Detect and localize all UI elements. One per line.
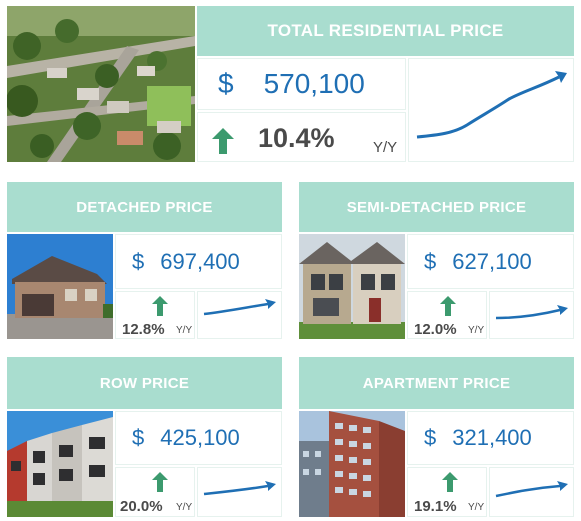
change-label: Y/Y xyxy=(373,139,398,156)
change-percent: 20.0% xyxy=(120,498,163,515)
price-value: 697,400 xyxy=(160,248,240,274)
row-title: ROW PRICE xyxy=(7,357,282,409)
price-value: 321,400 xyxy=(452,425,532,450)
currency-symbol: $ xyxy=(132,425,145,450)
total-card: TOTAL RESIDENTIAL PRICE $ 570,100 10.4% … xyxy=(7,6,574,162)
row-change: 20.0% Y/Y xyxy=(115,467,195,517)
currency-symbol: $ xyxy=(132,248,145,274)
detached-house-photo xyxy=(7,234,113,339)
detached-title: DETACHED PRICE xyxy=(7,182,282,232)
change-label: Y/Y xyxy=(176,502,193,513)
currency-symbol: $ xyxy=(424,248,437,274)
change-label: Y/Y xyxy=(176,325,193,336)
arrow-up-icon xyxy=(152,472,168,492)
semi-price: $ 627,100 xyxy=(407,234,574,289)
change-label: Y/Y xyxy=(468,502,485,513)
apartment-change: 19.1% Y/Y xyxy=(407,467,487,517)
semi-change: 12.0% Y/Y xyxy=(407,291,487,339)
change-percent: 12.8% xyxy=(122,321,165,338)
apartment-price: $ 321,400 xyxy=(407,411,574,465)
row-trend-chart xyxy=(197,467,282,517)
detached-change: 12.8% Y/Y xyxy=(115,291,195,339)
apartment-title: APARTMENT PRICE xyxy=(299,357,574,409)
arrow-up-icon xyxy=(152,296,168,316)
change-percent: 10.4% xyxy=(258,123,335,153)
total-trend-chart xyxy=(408,58,574,162)
semi-title: SEMI-DETACHED PRICE xyxy=(299,182,574,232)
detached-card: DETACHED PRICE $ 697,400 12.8% Y/Y xyxy=(7,182,282,339)
row-price: $ 425,100 xyxy=(115,411,282,465)
row-card: ROW PRICE $ 425,100 20.0% Y/Y xyxy=(7,357,282,517)
apartment-trend-chart xyxy=(489,467,574,517)
currency-symbol: $ xyxy=(424,425,437,450)
change-percent: 12.0% xyxy=(414,321,457,338)
detached-trend-chart xyxy=(197,291,282,339)
row-houses-photo xyxy=(7,411,113,517)
change-percent: 19.1% xyxy=(414,498,457,515)
arrow-up-icon xyxy=(442,472,458,492)
detached-price: $ 697,400 xyxy=(115,234,282,289)
apartment-card: APARTMENT PRICE $ 321,400 19.1% Y/Y xyxy=(299,357,574,517)
total-change: 10.4% Y/Y xyxy=(197,112,406,162)
semi-detached-house-photo xyxy=(299,234,405,339)
arrow-up-icon xyxy=(212,128,234,154)
semi-trend-chart xyxy=(489,291,574,339)
price-value: 570,100 xyxy=(263,68,365,99)
semi-card: SEMI-DETACHED PRICE $ 627,100 12.0% Y/Y xyxy=(299,182,574,339)
total-price: $ 570,100 xyxy=(197,58,406,110)
price-value: 627,100 xyxy=(452,248,532,274)
price-value: 425,100 xyxy=(160,425,240,450)
total-title: TOTAL RESIDENTIAL PRICE xyxy=(197,6,574,56)
aerial-neighbourhood-photo xyxy=(7,6,195,162)
arrow-up-icon xyxy=(440,296,456,316)
change-label: Y/Y xyxy=(468,325,485,336)
apartment-tower-photo xyxy=(299,411,405,517)
currency-symbol: $ xyxy=(218,68,234,99)
